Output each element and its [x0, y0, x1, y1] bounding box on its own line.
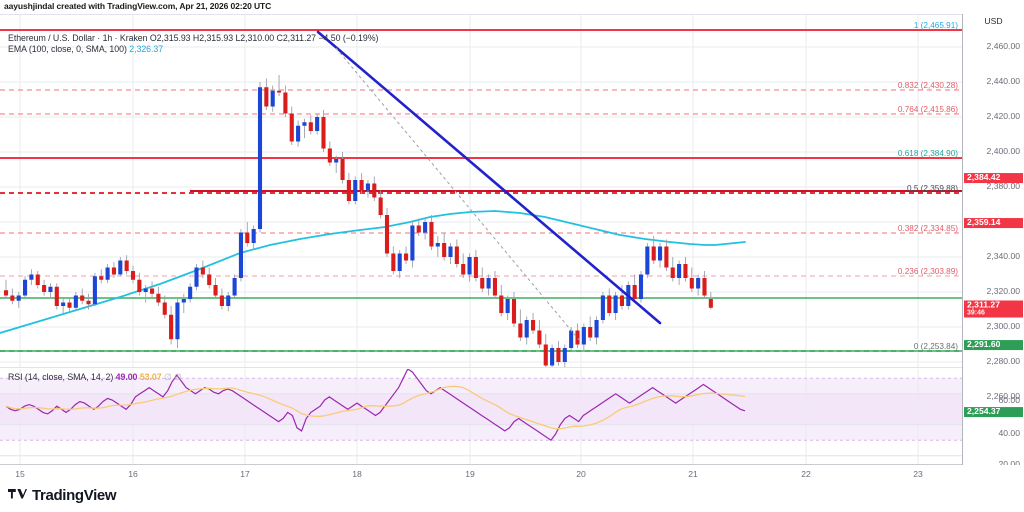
time-tick-label: 18 — [352, 469, 362, 479]
ema-legend-value: 2,326.37 — [129, 44, 164, 54]
currency-label: USD — [984, 16, 1003, 26]
time-tick-label: 21 — [688, 469, 698, 479]
price-level-badge: 2,291.60 — [964, 339, 1023, 350]
price-tick-label: 2,460.00 — [986, 41, 1020, 51]
rsi-band-fill — [0, 378, 962, 441]
price-badge-value: 2,384.42 — [967, 172, 1001, 183]
rsi-sma-legend-value: 53.07 — [139, 372, 162, 382]
price-tick-label: 2,300.00 — [986, 321, 1020, 331]
price-badge-value: 2,311.27 — [967, 299, 1000, 310]
price-axis[interactable]: USD 2,460.00 2,440.00 2,420.00 2,400.00 2,38… — [962, 14, 1024, 469]
price-chart-pane[interactable]: 1 (2,465.91) 0.832 (2,430.28) 0.764 (2,415… — [0, 14, 962, 368]
fib-level-label: 0 (2,253.84) — [913, 342, 958, 351]
attribution-text: aayushjindal created with TradingView.co… — [4, 1, 272, 11]
fib-level-label: 0.764 (2,415.86) — [897, 105, 958, 114]
time-tick-label: 15 — [15, 469, 25, 479]
fib-level-label: 1 (2,465.91) — [913, 21, 958, 30]
rsi-tick-label: 60.00 — [998, 395, 1020, 405]
time-tick-label: 22 — [801, 469, 811, 479]
price-tick-label: 2,280.00 — [986, 356, 1020, 366]
tradingview-logo-icon — [8, 489, 27, 499]
time-tick-label: 19 — [465, 469, 475, 479]
rsi-series — [5, 369, 746, 442]
fib-level-label: 0.382 (2,334.85) — [897, 224, 958, 233]
fib-level-label: 0.236 (2,303.89) — [897, 267, 958, 276]
horizontal-level-lines — [0, 29, 962, 352]
fib-level-label: 0.5 (2,359.88) — [907, 184, 958, 193]
rsi-chart-svg — [0, 369, 962, 464]
price-tick-label: 2,380.00 — [986, 181, 1020, 191]
time-tick-label: 17 — [240, 469, 250, 479]
horizontal-gridlines — [0, 46, 962, 363]
rsi-indicator-pane[interactable]: RSI (14, close, SMA, 14, 2) 49.00 53.07 … — [0, 369, 962, 465]
time-tick-label: 16 — [128, 469, 138, 479]
ema-legend-title: EMA (100, close, 0, SMA, 100) — [8, 44, 127, 54]
price-tick-label: 2,400.00 — [986, 146, 1020, 156]
symbol-legend: Ethereum / U.S. Dollar · 1h · Kraken O2,… — [8, 33, 379, 43]
bar-countdown: 39:46 — [967, 309, 985, 317]
current-price-badge: 2,311.27 39:46 — [964, 299, 1023, 318]
price-badge-value: 2,254.37 — [967, 406, 1001, 417]
time-tick-label: 20 — [576, 469, 586, 479]
time-axis[interactable]: 15 16 17 18 19 20 21 22 23 — [0, 465, 1024, 485]
price-tick-label: 2,420.00 — [986, 111, 1020, 121]
price-tick-label: 2,260.00 — [986, 391, 1020, 401]
rsi-legend-title: RSI (14, close, SMA, 14, 2) — [8, 372, 114, 382]
time-tick-label: 23 — [913, 469, 923, 479]
rsi-tick-label: 20.00 — [998, 459, 1020, 469]
price-level-badge: 2,359.14 — [964, 217, 1023, 228]
price-level-badge: 2,254.37 — [964, 406, 1023, 417]
price-badge-value: 2,359.14 — [967, 217, 1001, 228]
price-level-badge: 2,384.42 — [964, 172, 1023, 183]
price-tick-label: 2,320.00 — [986, 286, 1020, 296]
rsi-gridlines — [0, 369, 962, 464]
fib-level-label: 0.618 (2,384.90) — [897, 149, 958, 158]
price-tick-label: 2,340.00 — [986, 251, 1020, 261]
price-badge-value: 2,291.60 — [967, 339, 1001, 350]
candlestick-series — [3, 75, 713, 367]
fib-level-label: 0.832 (2,430.28) — [897, 81, 958, 90]
trend-lines — [316, 30, 662, 342]
ema-100-line — [0, 210, 746, 334]
rsi-legend-value: 49.00 — [115, 372, 138, 382]
price-chart-svg — [0, 15, 962, 367]
rsi-legend: RSI (14, close, SMA, 14, 2) 49.00 53.07 … — [8, 372, 182, 383]
price-tick-label: 2,440.00 — [986, 76, 1020, 86]
footer-branding: TradingView — [8, 487, 117, 504]
rsi-legend-extra: ∅ ∅ — [163, 372, 182, 382]
tradingview-wordmark: TradingView — [32, 487, 117, 504]
ema-legend: EMA (100, close, 0, SMA, 100) 2,326.37 — [8, 44, 163, 54]
rsi-tick-label: 40.00 — [998, 428, 1020, 438]
